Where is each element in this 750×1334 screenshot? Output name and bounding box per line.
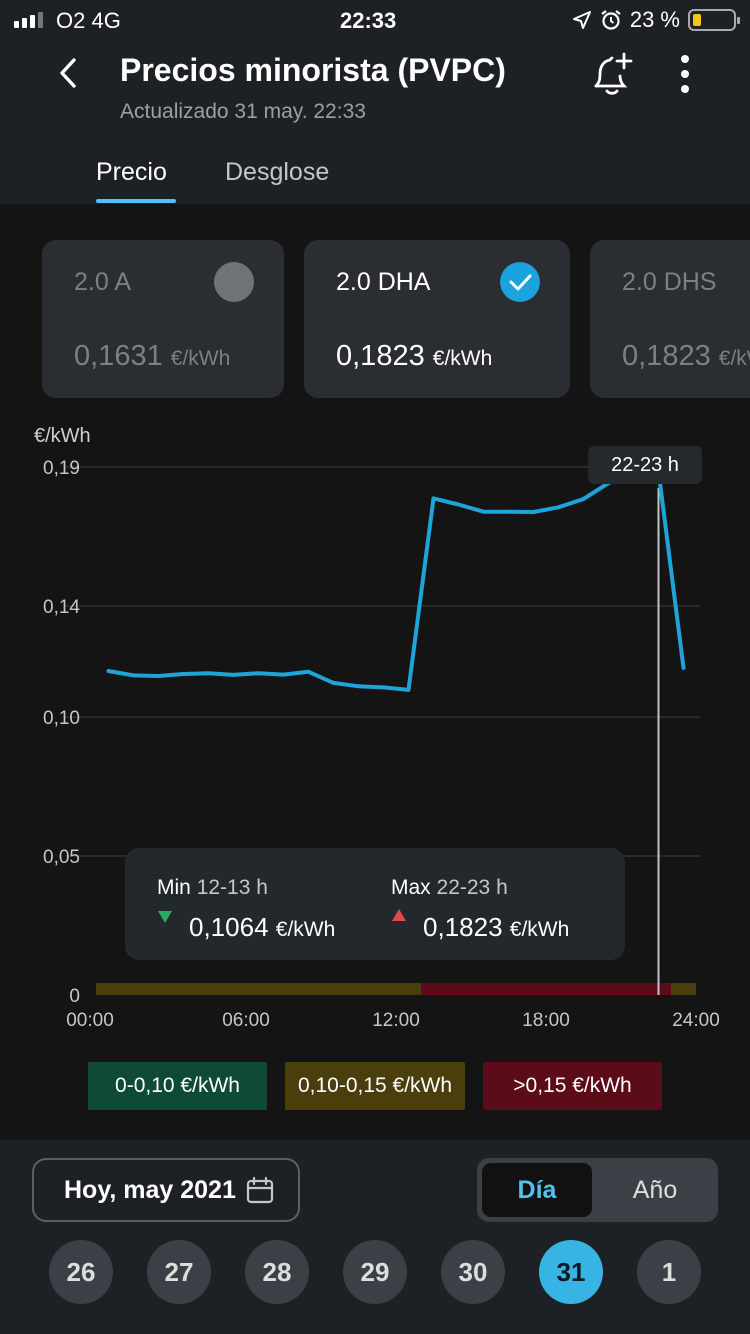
page-title: Precios minorista (PVPC) bbox=[120, 52, 506, 88]
min-label: Min bbox=[157, 876, 191, 899]
selected-check-icon bbox=[500, 262, 540, 302]
up-triangle-icon bbox=[392, 909, 406, 921]
tariff-price-value: 0,1631 bbox=[74, 340, 163, 372]
min-unit: €/kWh bbox=[275, 918, 336, 941]
min-max-summary: Min 12-13 h 0,1064 €/kWh Max 22-23 h 0,1… bbox=[125, 848, 625, 960]
cursor-tooltip: 22-23 h bbox=[588, 446, 702, 484]
tariff-card-2-0-dhs[interactable]: 2.0 DHS 0,1823 €/kWh bbox=[590, 240, 750, 398]
tariff-card-2-0-a[interactable]: 2.0 A 0,1631 €/kWh bbox=[42, 240, 284, 398]
date-picker-button[interactable]: Hoy, may 2021 bbox=[32, 1158, 300, 1222]
legend-high-label: >0,15 €/kWh bbox=[513, 1074, 632, 1097]
price-chart[interactable]: €/kWh 0,19 0,14 0,10 0,05 0 00:00 06:00 12:00 18… bbox=[0, 420, 750, 1040]
max-heading: Max 22-23 h bbox=[391, 876, 508, 900]
last-updated: Actualizado 31 may. 22:33 bbox=[120, 100, 366, 123]
x-tick-label: 12:00 bbox=[372, 1010, 420, 1031]
tariff-name: 2.0 DHS bbox=[622, 268, 717, 296]
min-price: 0,1064 €/kWh bbox=[189, 912, 335, 943]
tariff-price: 0,1823 €/kWh bbox=[336, 340, 492, 373]
max-value: 0,1823 bbox=[423, 912, 503, 942]
day-1[interactable]: 1 bbox=[637, 1240, 701, 1304]
legend-high: >0,15 €/kWh bbox=[483, 1062, 662, 1110]
tariff-price-unit: €/kWh bbox=[432, 347, 493, 370]
max-unit: €/kWh bbox=[509, 918, 570, 941]
max-label: Max bbox=[391, 876, 431, 899]
battery-percent: 23 % bbox=[629, 7, 680, 32]
back-arrow-icon[interactable] bbox=[52, 56, 86, 90]
day-29[interactable]: 29 bbox=[343, 1240, 407, 1304]
day-27[interactable]: 27 bbox=[147, 1240, 211, 1304]
battery-icon bbox=[688, 9, 740, 31]
calendar-icon bbox=[246, 1176, 273, 1204]
day-28[interactable]: 28 bbox=[245, 1240, 309, 1304]
bottom-bar: Hoy, may 2021 Día Año 26 27 28 29 30 31 1 bbox=[0, 1140, 750, 1334]
tariff-price-unit: €/kWh bbox=[718, 347, 750, 370]
tariff-price-unit: €/kWh bbox=[170, 347, 231, 370]
day-30[interactable]: 30 bbox=[441, 1240, 505, 1304]
carrier-label: O2 4G bbox=[56, 8, 121, 33]
clock: 22:33 bbox=[340, 8, 397, 33]
min-range: 12-13 h bbox=[196, 876, 268, 899]
y-tick-label: 0 bbox=[69, 986, 80, 1007]
min-value: 0,1064 bbox=[189, 912, 269, 942]
y-tick-label: 0,19 bbox=[43, 458, 80, 479]
price-series-line bbox=[106, 469, 686, 692]
price-band-segment bbox=[671, 983, 696, 995]
day-selector: 26 27 28 29 30 31 1 bbox=[0, 1240, 750, 1304]
signal-icon bbox=[14, 12, 43, 28]
legend-mid-label: 0,10-0,15 €/kWh bbox=[297, 1074, 453, 1097]
max-range: 22-23 h bbox=[436, 876, 508, 899]
location-icon bbox=[572, 11, 591, 29]
tab-precio[interactable]: Precio bbox=[96, 158, 167, 186]
tariff-price: 0,1631 €/kWh bbox=[74, 340, 230, 373]
tariff-price: 0,1823 €/kWh bbox=[622, 340, 750, 373]
date-label: Hoy, may 2021 bbox=[64, 1175, 236, 1204]
tariff-name: 2.0 DHA bbox=[336, 268, 431, 296]
segment-year[interactable]: Año bbox=[632, 1175, 678, 1204]
alarm-icon bbox=[601, 10, 621, 30]
legend-mid: 0,10-0,15 €/kWh bbox=[285, 1062, 465, 1110]
tab-desglose[interactable]: Desglose bbox=[225, 158, 330, 186]
x-tick-label: 24:00 bbox=[672, 1010, 720, 1031]
segment-day[interactable]: Día bbox=[482, 1163, 592, 1217]
day-26[interactable]: 26 bbox=[49, 1240, 113, 1304]
add-alert-bell-icon[interactable] bbox=[590, 50, 634, 98]
status-bar: O2 4G 22:33 23 % bbox=[0, 0, 750, 40]
tariff-card-2-0-dha[interactable]: 2.0 DHA 0,1823 €/kWh bbox=[304, 240, 570, 398]
period-toggle: Día Año bbox=[477, 1158, 718, 1222]
active-tab-indicator bbox=[96, 199, 176, 203]
y-axis-label: €/kWh bbox=[34, 425, 91, 447]
price-band-segment bbox=[421, 983, 671, 995]
top-panel: O2 4G 22:33 23 % Precios minorista (PVPC… bbox=[0, 0, 750, 204]
tariff-price-value: 0,1823 bbox=[622, 340, 711, 372]
tariff-name: 2.0 A bbox=[74, 268, 131, 296]
cursor-tooltip-label: 22-23 h bbox=[611, 453, 679, 476]
legend-low-label: 0-0,10 €/kWh bbox=[115, 1074, 240, 1097]
legend-low: 0-0,10 €/kWh bbox=[88, 1062, 267, 1110]
min-heading: Min 12-13 h bbox=[157, 876, 268, 900]
down-triangle-icon bbox=[158, 911, 172, 923]
x-tick-label: 00:00 bbox=[66, 1010, 114, 1031]
max-price: 0,1823 €/kWh bbox=[423, 912, 569, 943]
price-band-segment bbox=[96, 983, 421, 995]
y-tick-label: 0,05 bbox=[43, 847, 80, 868]
more-options-icon[interactable] bbox=[676, 54, 694, 94]
unselected-radio-icon bbox=[214, 262, 254, 302]
day-31[interactable]: 31 bbox=[539, 1240, 603, 1304]
x-tick-label: 06:00 bbox=[222, 1010, 270, 1031]
x-tick-label: 18:00 bbox=[522, 1010, 570, 1031]
y-tick-label: 0,14 bbox=[43, 597, 80, 618]
tariff-price-value: 0,1823 bbox=[336, 340, 425, 372]
y-tick-label: 0,10 bbox=[43, 708, 80, 729]
